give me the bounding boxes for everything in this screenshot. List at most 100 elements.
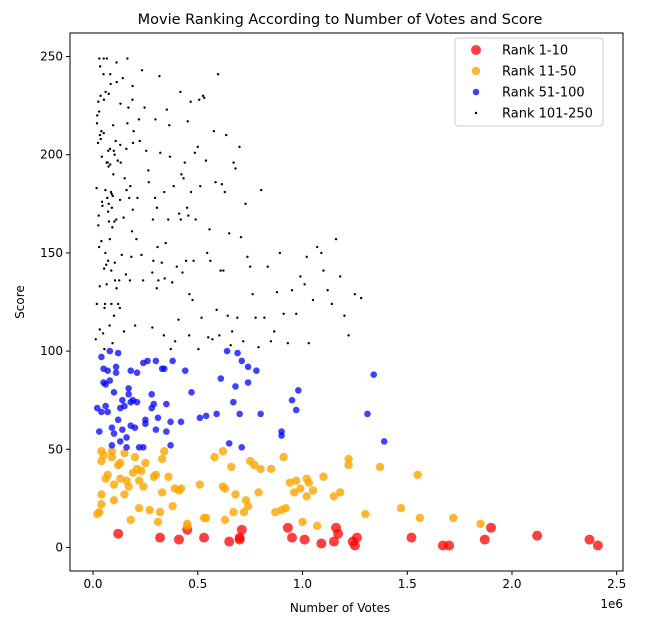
data-point	[96, 114, 99, 117]
data-point	[290, 289, 294, 292]
data-point	[185, 206, 189, 209]
data-point	[449, 513, 458, 523]
data-point	[107, 447, 117, 456]
data-point	[278, 251, 282, 255]
data-point	[133, 324, 137, 327]
data-points	[93, 57, 603, 551]
data-point	[120, 448, 129, 458]
data-point	[370, 371, 378, 378]
data-point	[230, 330, 234, 333]
data-point	[131, 84, 134, 88]
data-point	[163, 190, 166, 194]
data-point	[112, 173, 115, 176]
data-point	[244, 379, 252, 386]
data-point	[119, 161, 122, 164]
x-tick-label: 0.5	[188, 577, 207, 591]
data-point	[110, 430, 118, 437]
data-point	[110, 206, 114, 209]
data-point	[364, 410, 371, 418]
legend-marker	[471, 66, 481, 76]
data-point	[95, 507, 104, 517]
data-point	[114, 416, 122, 424]
data-point	[152, 357, 160, 365]
data-point	[145, 149, 148, 153]
data-point	[148, 390, 155, 398]
data-point	[104, 90, 107, 94]
data-point	[334, 237, 338, 241]
data-point	[102, 73, 105, 76]
data-point	[123, 177, 126, 180]
data-point	[112, 369, 120, 376]
data-point	[413, 470, 422, 479]
y-tick-label: 250	[40, 50, 63, 64]
data-point	[155, 206, 159, 209]
data-point	[100, 239, 103, 243]
data-point	[183, 161, 186, 164]
data-point	[107, 92, 110, 96]
data-point	[93, 404, 101, 412]
x-tick-label: 2.5	[607, 577, 626, 591]
data-point	[155, 532, 166, 543]
data-point	[119, 143, 122, 147]
data-point	[239, 507, 249, 517]
data-point	[292, 476, 301, 485]
data-point	[125, 147, 128, 151]
data-point	[253, 367, 260, 375]
data-point	[179, 90, 182, 94]
data-point	[118, 306, 122, 310]
data-point	[218, 447, 228, 456]
data-point	[266, 265, 269, 268]
data-point	[406, 532, 417, 543]
data-point	[164, 472, 173, 481]
data-point	[173, 340, 177, 343]
data-point	[215, 308, 218, 312]
data-point	[151, 326, 154, 329]
data-point	[254, 316, 257, 319]
data-point	[210, 452, 219, 462]
data-point	[108, 237, 111, 241]
data-point	[136, 196, 139, 200]
data-point	[125, 188, 128, 192]
data-point	[199, 532, 210, 543]
data-point	[122, 216, 125, 219]
data-point	[132, 129, 135, 133]
data-point	[102, 57, 105, 60]
data-point	[213, 410, 220, 418]
data-point	[140, 443, 147, 451]
data-point	[295, 387, 302, 394]
data-point	[99, 94, 102, 98]
data-point	[128, 196, 131, 200]
data-point	[133, 398, 141, 406]
data-point	[196, 145, 199, 149]
data-point	[207, 336, 210, 339]
data-point	[98, 65, 102, 68]
data-point	[140, 253, 143, 257]
data-point	[206, 251, 209, 255]
data-point	[109, 163, 112, 166]
data-point	[279, 452, 288, 462]
data-point	[330, 302, 334, 306]
data-point	[171, 281, 174, 284]
data-point	[118, 198, 122, 202]
data-point	[184, 259, 188, 262]
data-point	[97, 100, 100, 103]
data-point	[172, 184, 175, 188]
data-point	[224, 536, 235, 547]
data-point	[163, 277, 166, 280]
data-point	[257, 410, 264, 418]
data-point	[218, 334, 221, 337]
data-point	[375, 462, 385, 472]
data-point	[131, 141, 135, 145]
data-point	[193, 151, 197, 154]
data-point	[220, 484, 230, 493]
data-point	[107, 149, 110, 153]
data-point	[486, 522, 497, 533]
data-point	[244, 202, 247, 206]
data-point	[256, 464, 265, 474]
data-point	[191, 298, 194, 302]
data-point	[115, 80, 118, 84]
data-point	[298, 517, 307, 527]
data-point	[97, 214, 100, 217]
data-point	[95, 302, 99, 306]
data-point	[229, 507, 238, 517]
